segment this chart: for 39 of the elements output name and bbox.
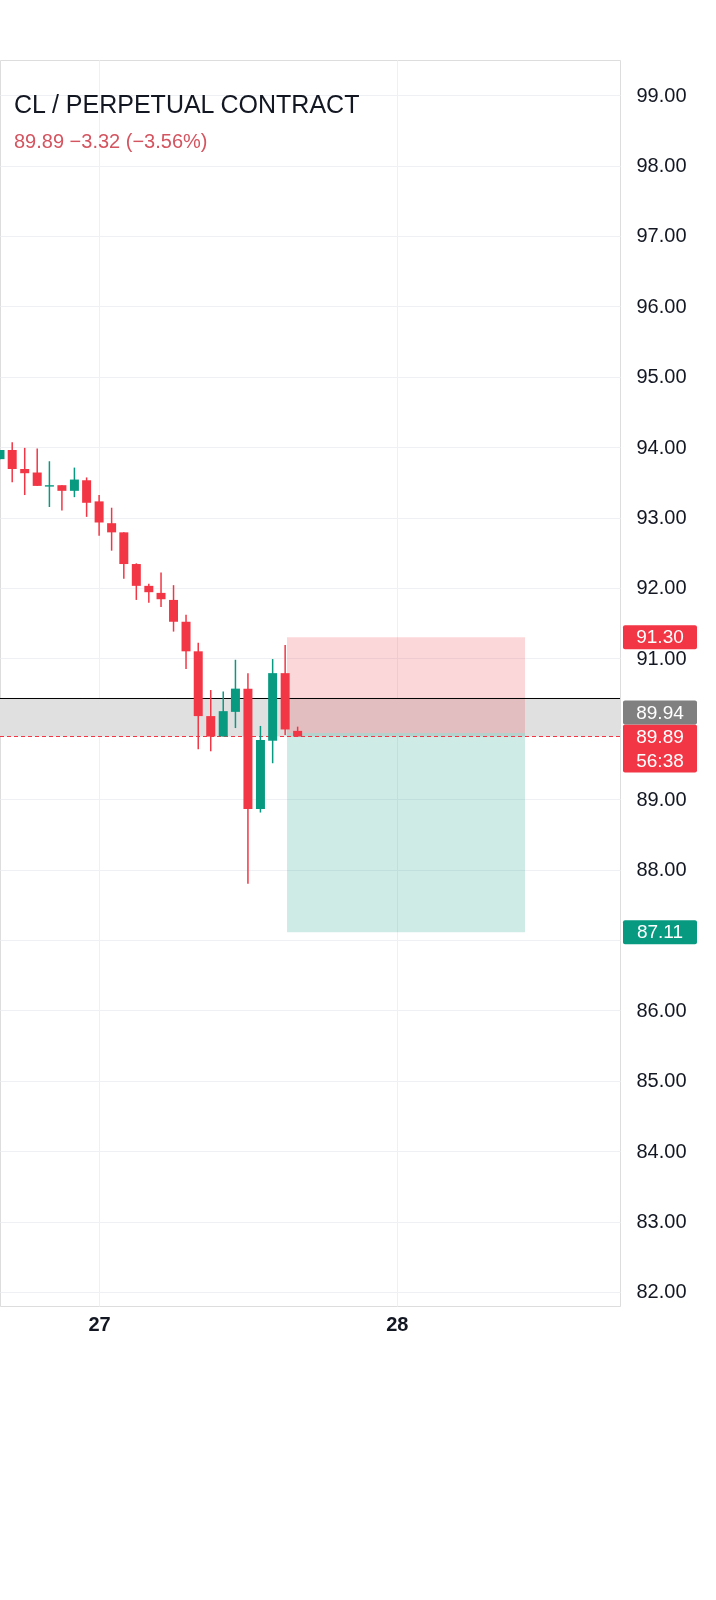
candlestick (20, 447, 30, 496)
candlestick (94, 494, 104, 537)
candlestick (107, 506, 117, 552)
text: 91.30 (636, 626, 684, 648)
y-tick-label: 84.00 (636, 1139, 687, 1162)
y-tick-label: 91.00 (636, 646, 687, 669)
candlestick (169, 584, 179, 633)
candlestick (131, 562, 141, 601)
x-tick-label: 27 (88, 1312, 111, 1335)
candlestick (144, 582, 154, 604)
y-tick-label: 89.00 (636, 787, 687, 810)
y-tick-label: 99.00 (636, 83, 687, 106)
y-tick-label: 98.00 (636, 154, 687, 177)
y-tick-label: 96.00 (636, 294, 687, 317)
candlestick (69, 466, 79, 498)
candlestick (7, 441, 17, 484)
candlestick (230, 659, 240, 729)
y-tick-label: 93.00 (636, 506, 687, 529)
ref-line-label: 89.89 (636, 725, 684, 747)
text: CL / PERPETUAL CONTRACT (14, 90, 360, 118)
candlestick (156, 571, 166, 608)
y-tick-label: 86.00 (636, 998, 687, 1021)
text: 87.11 (636, 921, 684, 943)
y-tick-label: 97.00 (636, 224, 687, 247)
candlestick (44, 460, 54, 508)
candlestick (82, 476, 92, 518)
text: 89.89 −3.32 (−3.56%) (14, 130, 208, 152)
x-tick-label: 28 (386, 1312, 409, 1335)
y-tick-label: 92.00 (636, 576, 687, 599)
candlestick (32, 447, 42, 487)
y-tick-label: 83.00 (636, 1210, 687, 1233)
text: 89.94 (636, 701, 685, 723)
y-tick-label: 94.00 (636, 435, 687, 458)
y-tick-label: 88.00 (636, 858, 687, 881)
text: 56:38 (636, 749, 684, 771)
candlestick (57, 484, 67, 512)
y-tick-label: 82.00 (636, 1280, 687, 1303)
y-tick-label: 85.00 (636, 1069, 687, 1092)
y-tick-label: 95.00 (636, 365, 687, 388)
